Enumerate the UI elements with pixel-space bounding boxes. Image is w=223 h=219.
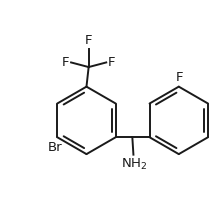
Text: NH$_2$: NH$_2$ — [121, 157, 147, 172]
Text: F: F — [85, 34, 92, 47]
Text: F: F — [176, 71, 184, 85]
Text: Br: Br — [48, 141, 63, 154]
Text: F: F — [62, 56, 70, 69]
Text: F: F — [108, 56, 115, 69]
